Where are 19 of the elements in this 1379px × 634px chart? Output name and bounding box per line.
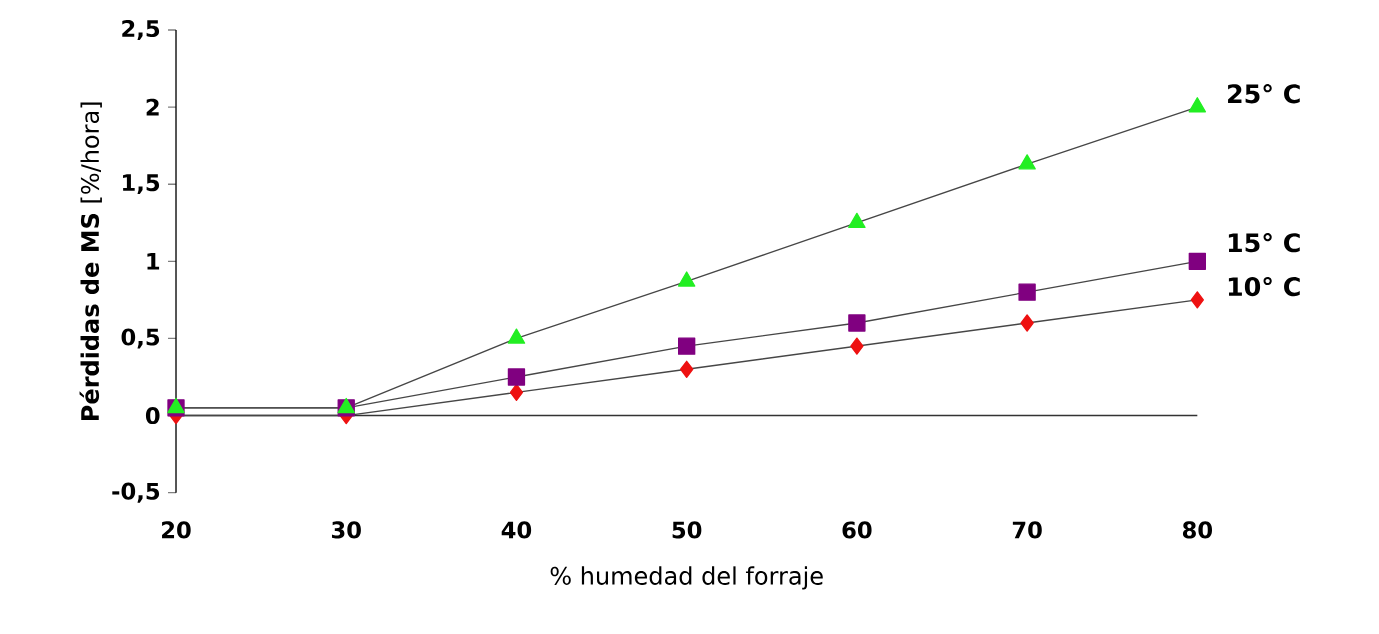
y-tick-label: -0,5 (112, 482, 160, 503)
x-tick-label: 60 (842, 521, 872, 539)
series-label: 15° C (1228, 233, 1300, 253)
x-tick-label: 70 (1012, 521, 1042, 539)
y-axis-title: Pérdidas de MS [%/hora] (79, 102, 102, 421)
y-tick-label: 1 (147, 253, 160, 270)
y-tick-label: 0,5 (121, 328, 160, 349)
y-tick-label: 1,5 (123, 174, 160, 195)
series-label: 25° C (1228, 84, 1300, 104)
x-tick-label: 80 (1182, 521, 1213, 539)
x-axis-title: % humedad del forraje (550, 566, 823, 590)
y-tick-label: 0 (145, 406, 160, 425)
y-tick-label: 2,5 (122, 19, 160, 41)
x-tick-label: 40 (501, 521, 532, 539)
y-tick-label: 2 (146, 98, 159, 116)
x-tick-label: 20 (162, 521, 191, 539)
x-tick-label: 30 (331, 521, 361, 539)
x-tick-label: 50 (672, 521, 702, 539)
series-label: 10° C (1228, 276, 1300, 297)
